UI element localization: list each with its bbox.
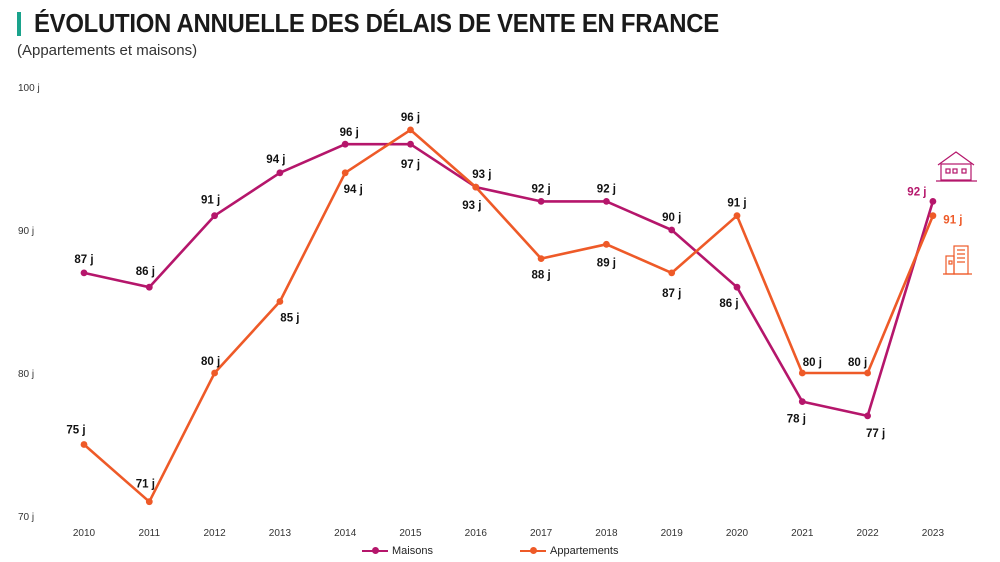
data-point-maisons	[80, 269, 88, 277]
x-tick-label: 2014	[334, 528, 357, 539]
legend-swatch-maisons	[362, 547, 388, 554]
data-label-appartements: 89 j	[597, 257, 616, 269]
data-label-appartements: 80 j	[201, 356, 220, 368]
data-label-maisons: 92 j	[907, 186, 926, 198]
data-point-maisons	[929, 198, 937, 205]
y-tick-label: 80 j	[18, 369, 34, 380]
data-point-maisons	[211, 212, 219, 220]
data-point-maisons	[668, 226, 676, 234]
x-tick-label: 2020	[726, 528, 749, 539]
data-label-maisons: 86 j	[136, 266, 155, 278]
data-label-appartements: 75 j	[66, 425, 85, 437]
data-label-maisons: 86 j	[719, 298, 738, 310]
series-line-appartements	[83, 128, 935, 504]
x-tick-label: 2022	[856, 528, 879, 539]
legend-label-appartements: Appartements	[550, 545, 619, 557]
data-label-maisons: 94 j	[266, 154, 285, 166]
data-label-appartements: 87 j	[662, 288, 681, 300]
data-point-maisons	[276, 169, 284, 177]
data-point-appartements	[211, 369, 219, 377]
data-point-appartements	[603, 240, 610, 248]
series-line-maisons	[83, 142, 935, 418]
x-tick-label: 2015	[399, 528, 422, 539]
data-point-appartements	[798, 369, 806, 377]
x-tick-label: 2016	[465, 528, 488, 539]
y-tick-label: 70 j	[18, 512, 34, 523]
data-label-appartements: 80 j	[803, 357, 822, 369]
data-label-maisons: 87 j	[74, 254, 93, 266]
x-tick-label: 2019	[661, 528, 684, 539]
data-point-maisons	[537, 198, 545, 205]
data-label-appartements: 96 j	[401, 112, 420, 124]
data-label-appartements: 94 j	[344, 184, 363, 196]
data-point-maisons	[341, 140, 349, 148]
data-label-maisons: 93 j	[472, 169, 491, 181]
legend-item-appartements: Appartements	[520, 545, 618, 557]
data-point-appartements	[276, 298, 284, 305]
data-label-maisons: 92 j	[532, 183, 551, 195]
data-label-maisons: 77 j	[866, 428, 885, 440]
x-tick-label: 2011	[139, 528, 161, 539]
data-point-appartements	[537, 255, 545, 262]
data-label-appartements: 71 j	[136, 479, 155, 491]
data-label-appartements: 88 j	[532, 270, 551, 282]
data-label-maisons: 97 j	[401, 159, 420, 171]
data-label-appartements: 91 j	[943, 215, 962, 227]
title-accent-bar	[17, 12, 21, 36]
data-label-maisons: 78 j	[787, 414, 806, 426]
data-label-maisons: 96 j	[340, 127, 359, 139]
data-point-maisons	[733, 283, 741, 291]
legend-label-maisons: Maisons	[392, 545, 433, 557]
legend-item-maisons: Maisons	[362, 545, 433, 557]
building-icon	[943, 245, 972, 275]
data-label-appartements: 80 j	[848, 357, 867, 369]
x-tick-label: 2012	[203, 528, 226, 539]
y-tick-label: 90 j	[18, 226, 34, 237]
x-tick-label: 2023	[922, 528, 945, 539]
y-tick-label: 100 j	[18, 83, 40, 94]
x-tick-label: 2021	[791, 528, 814, 539]
page-subtitle: (Appartements et maisons)	[17, 42, 198, 59]
data-label-maisons: 92 j	[597, 183, 616, 195]
x-tick-label: 2017	[530, 528, 553, 539]
data-label-appartements: 85 j	[280, 313, 299, 325]
data-point-appartements	[864, 369, 871, 377]
data-point-appartements	[472, 183, 480, 191]
data-point-appartements	[407, 126, 414, 134]
data-point-maisons	[603, 198, 610, 205]
legend-swatch-appartements	[520, 547, 546, 554]
page-title: ÉVOLUTION ANNUELLE DES DÉLAIS DE VENTE E…	[34, 8, 719, 38]
x-tick-label: 2013	[269, 528, 292, 539]
data-point-appartements	[733, 212, 741, 220]
data-point-appartements	[145, 498, 153, 506]
x-tick-label: 2018	[595, 528, 618, 539]
data-point-appartements	[80, 441, 88, 448]
data-point-appartements	[668, 269, 676, 277]
data-point-appartements	[929, 212, 937, 220]
data-point-maisons	[798, 398, 806, 405]
data-label-appartements: 93 j	[462, 200, 481, 212]
data-point-maisons	[864, 412, 871, 420]
data-label-maisons: 90 j	[662, 212, 681, 224]
data-label-maisons: 91 j	[201, 195, 220, 207]
x-tick-label: 2010	[73, 528, 96, 539]
data-point-maisons	[145, 283, 153, 291]
data-point-maisons	[407, 140, 414, 148]
data-point-appartements	[341, 169, 349, 177]
data-label-appartements: 91 j	[727, 198, 746, 210]
house-icon	[936, 151, 977, 182]
